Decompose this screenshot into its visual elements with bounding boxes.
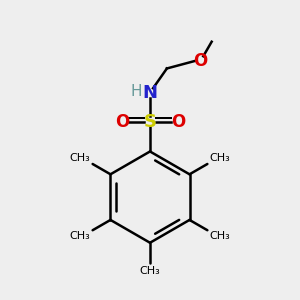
Text: O: O <box>171 113 185 131</box>
Text: H: H <box>131 84 142 99</box>
Text: O: O <box>194 52 208 70</box>
Text: N: N <box>142 84 158 102</box>
Text: S: S <box>143 113 157 131</box>
Text: CH₃: CH₃ <box>209 153 230 163</box>
Text: O: O <box>115 113 129 131</box>
Text: CH₃: CH₃ <box>70 153 91 163</box>
Text: CH₃: CH₃ <box>70 231 91 242</box>
Text: CH₃: CH₃ <box>209 231 230 242</box>
Text: CH₃: CH₃ <box>140 266 160 276</box>
